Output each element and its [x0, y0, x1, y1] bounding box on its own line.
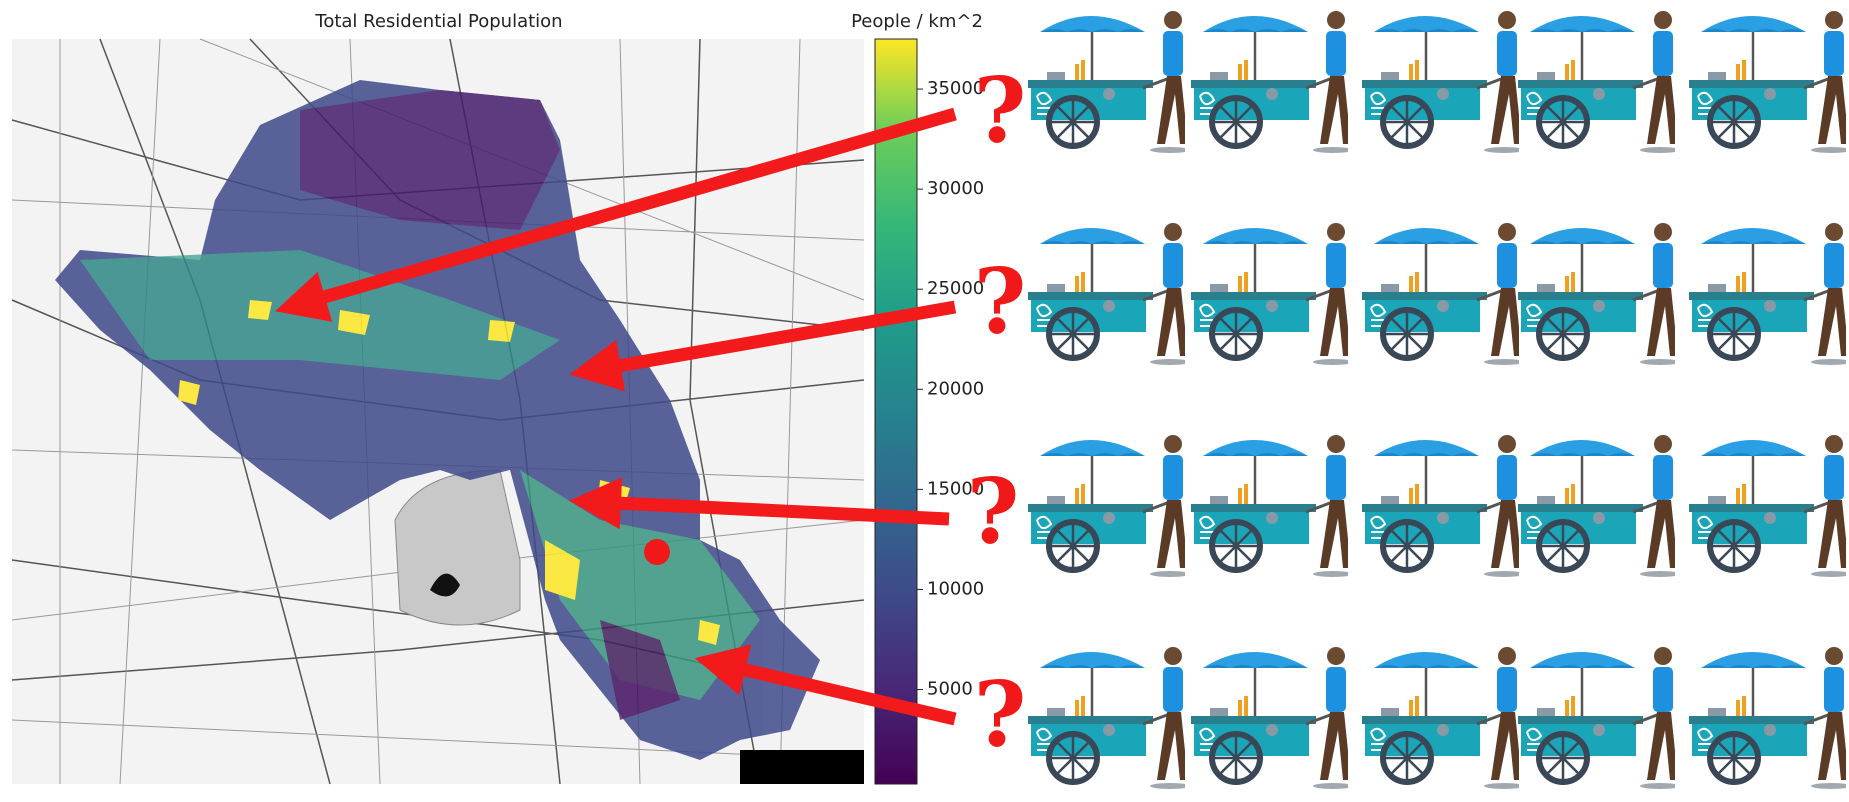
location-dot: [644, 539, 670, 565]
arrow: [569, 300, 957, 392]
vendor-cart: [1362, 11, 1524, 153]
vendor-cart: [1689, 11, 1849, 153]
colorbar-tick-label: 5000: [927, 679, 973, 700]
colorbar-tick-label: 10000: [927, 578, 984, 599]
arrow: [694, 644, 957, 726]
question-mark: ?: [974, 58, 1027, 164]
vendor-cart: [1362, 647, 1524, 789]
question-mark: ?: [974, 249, 1027, 355]
vendor-cart: [1689, 647, 1849, 789]
vendor-cart: [1518, 223, 1680, 365]
vendor-cart: [1028, 223, 1190, 365]
question-marks: ????: [967, 58, 1027, 768]
vendor-cart: [1362, 435, 1524, 577]
vendor-cart: [1518, 435, 1680, 577]
question-mark: ?: [974, 662, 1027, 768]
colorbar-tick-label: 15000: [927, 478, 984, 499]
question-mark: ?: [967, 459, 1020, 565]
vendor-cart: [1191, 647, 1353, 789]
colorbar-tick-label: 35000: [927, 78, 984, 99]
colorbar-tick-label: 30000: [927, 178, 984, 199]
vendor-cart: [1191, 223, 1353, 365]
vendor-cart: [1028, 435, 1190, 577]
vendor-cart: [1191, 435, 1353, 577]
colorbar-tick-label: 20000: [927, 378, 984, 399]
colorbar: [874, 38, 918, 785]
map-title: Total Residential Population: [314, 11, 562, 32]
colorbar-label: People / km^2: [851, 11, 983, 32]
vendor-cart: [1028, 11, 1190, 153]
vendor-cart: [1518, 647, 1680, 789]
vendor-carts: [1028, 11, 1849, 789]
vendor-cart: [1191, 11, 1353, 153]
vendor-cart: [1689, 435, 1849, 577]
arrow: [569, 477, 950, 530]
vendor-cart: [1518, 11, 1680, 153]
arrows: [275, 107, 957, 726]
vendor-cart: [1028, 647, 1190, 789]
vendor-cart: [1362, 223, 1524, 365]
colorbar-ticks: 5000 10000 15000 20000 25000 30000 35000: [917, 78, 984, 700]
arrow: [275, 107, 957, 322]
vendor-cart: [1689, 223, 1849, 365]
colorbar-tick-label: 25000: [927, 278, 984, 299]
